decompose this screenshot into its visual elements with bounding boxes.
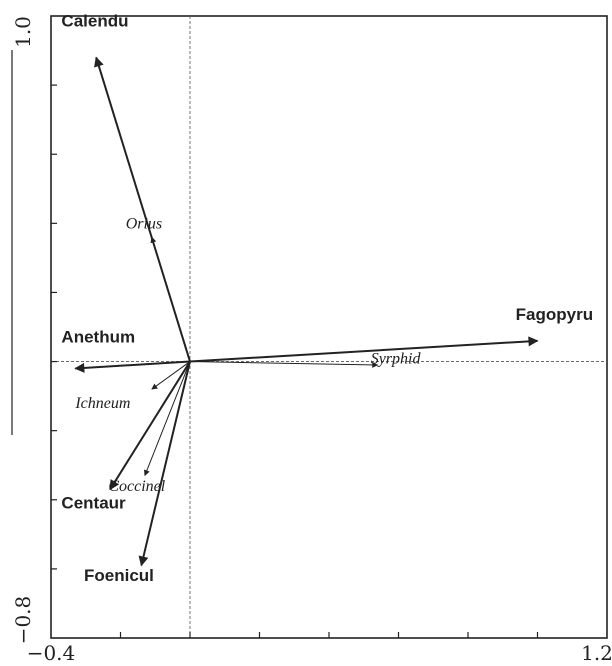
environment-vector-label: Calendu <box>61 11 128 30</box>
environment-vector-arrow <box>189 336 539 363</box>
environment-vector-arrow <box>74 360 191 373</box>
x-tick-label: −0.4 <box>27 641 76 665</box>
species-vector-label: Orius <box>126 216 162 233</box>
x-tick-label: 1.2 <box>581 641 612 665</box>
y-tick-label: −0.8 <box>11 596 35 645</box>
species-vector-label: Syrphid <box>371 350 422 367</box>
environment-vector-label: Anethum <box>61 328 135 347</box>
environment-vector-label: Foenicul <box>84 566 154 585</box>
environment-vector-arrow <box>138 361 191 567</box>
species-vector-arrow <box>150 236 191 362</box>
species-vector-label: Ichneum <box>74 395 130 412</box>
species-vector-arrow <box>189 361 379 368</box>
species-vector-arrow <box>151 361 191 390</box>
environment-vector-label: Fagopyru <box>516 305 593 324</box>
species-vector-arrow <box>144 361 191 477</box>
environment-vector-arrow <box>109 361 191 491</box>
y-tick-label: 1.0 <box>11 16 35 48</box>
environment-vector-label: Centaur <box>61 493 126 512</box>
species-vector-label: Coccinel <box>108 478 165 495</box>
